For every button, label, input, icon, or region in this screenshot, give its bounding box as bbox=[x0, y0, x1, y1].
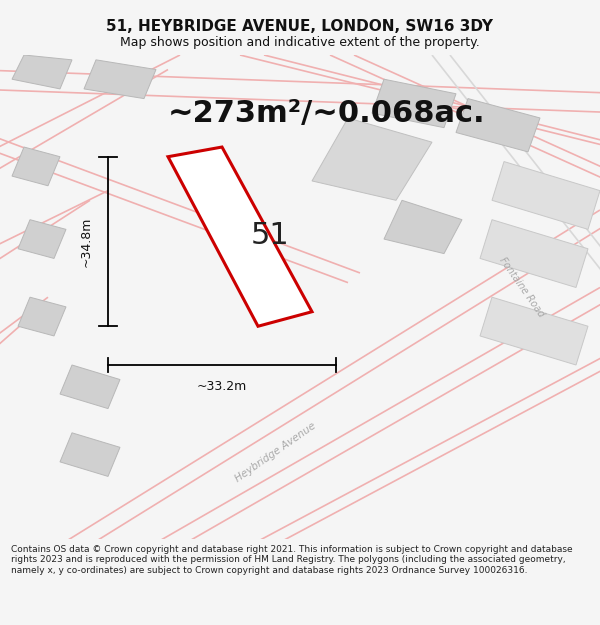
Text: Heybridge Avenue: Heybridge Avenue bbox=[234, 421, 318, 484]
Text: Map shows position and indicative extent of the property.: Map shows position and indicative extent… bbox=[120, 36, 480, 49]
Text: ~34.8m: ~34.8m bbox=[80, 216, 93, 267]
Text: Contains OS data © Crown copyright and database right 2021. This information is : Contains OS data © Crown copyright and d… bbox=[11, 545, 572, 575]
Polygon shape bbox=[18, 219, 66, 259]
Polygon shape bbox=[168, 147, 312, 326]
Polygon shape bbox=[480, 297, 588, 365]
Text: ~273m²/~0.068ac.: ~273m²/~0.068ac. bbox=[168, 99, 485, 127]
Polygon shape bbox=[60, 432, 120, 476]
Polygon shape bbox=[492, 161, 600, 229]
Polygon shape bbox=[372, 79, 456, 128]
Polygon shape bbox=[12, 147, 60, 186]
Text: 51, HEYBRIDGE AVENUE, LONDON, SW16 3DY: 51, HEYBRIDGE AVENUE, LONDON, SW16 3DY bbox=[107, 19, 493, 34]
Polygon shape bbox=[480, 219, 588, 288]
Polygon shape bbox=[312, 118, 432, 200]
Polygon shape bbox=[60, 365, 120, 409]
Polygon shape bbox=[456, 99, 540, 152]
Polygon shape bbox=[84, 60, 156, 99]
Polygon shape bbox=[18, 297, 66, 336]
Text: ~33.2m: ~33.2m bbox=[197, 379, 247, 392]
Polygon shape bbox=[384, 200, 462, 254]
Polygon shape bbox=[12, 55, 72, 89]
Text: 51: 51 bbox=[251, 221, 289, 250]
Text: Fontaine Road: Fontaine Road bbox=[497, 256, 547, 319]
